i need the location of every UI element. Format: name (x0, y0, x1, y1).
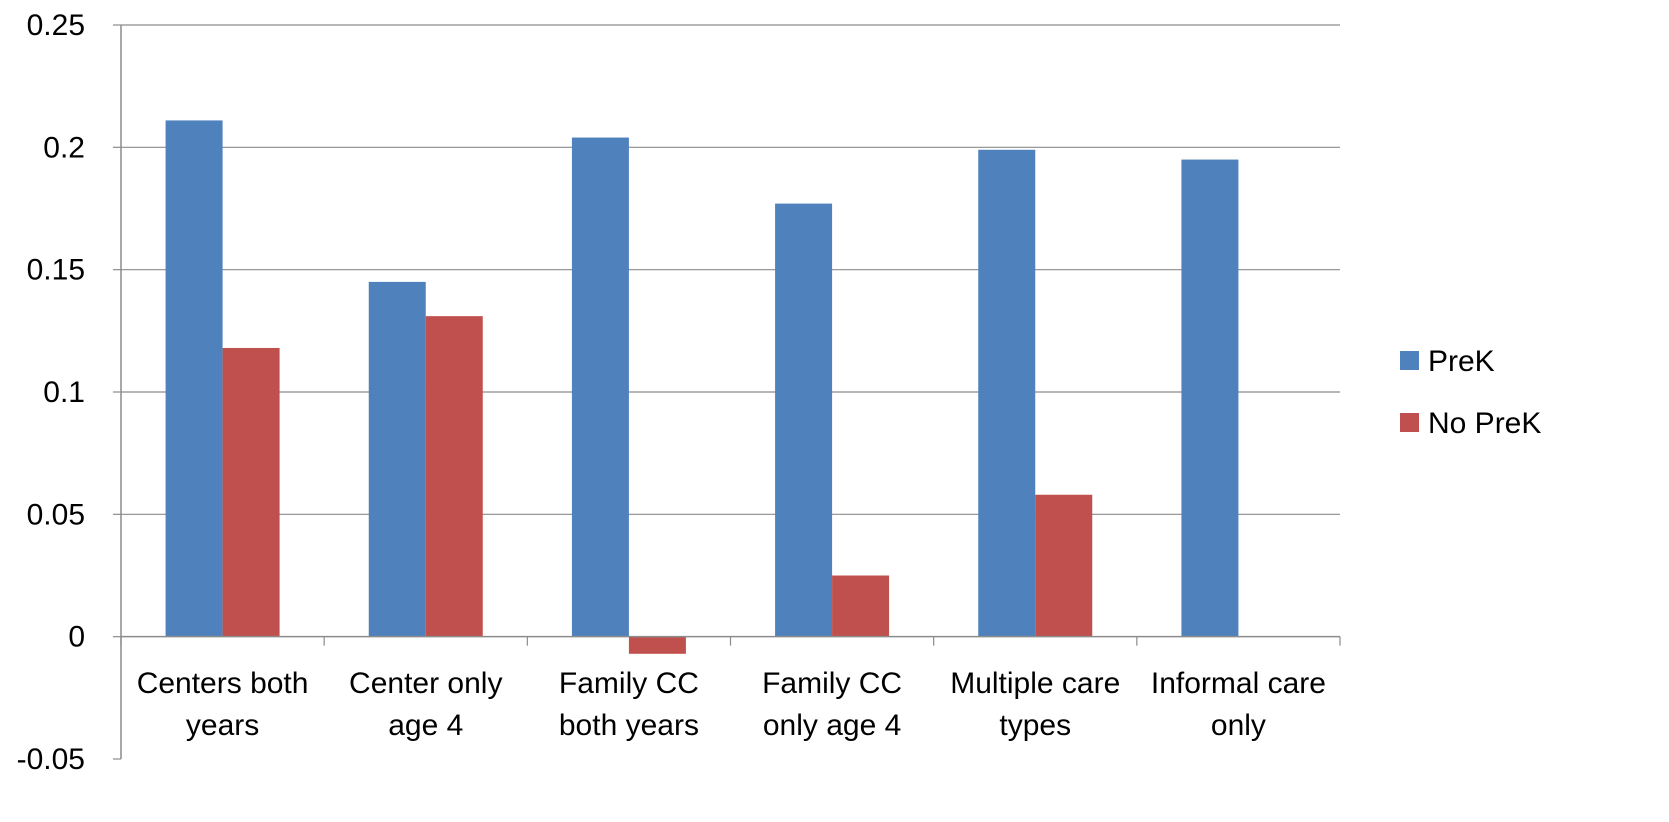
category-label: Multiple care types (950, 667, 1120, 742)
y-tick-label: 0.05 (27, 498, 85, 531)
y-tick-label: 0.1 (43, 376, 85, 409)
bar-no-prek (1035, 494, 1093, 637)
bar-no-prek (628, 636, 686, 654)
y-tick-label: 0 (68, 621, 85, 654)
y-tick-label: 0.25 (27, 9, 85, 42)
legend-label: No PreK (1428, 407, 1541, 440)
bar-prek (165, 120, 223, 637)
legend: PreK No PreK (1400, 345, 1541, 440)
bar-no-prek (222, 347, 280, 637)
bar-prek (978, 149, 1036, 637)
legend-label: PreK (1428, 345, 1495, 378)
category-labels: Centers both years Center only age 4 Family … (137, 667, 1326, 742)
category-label: Centers both years (137, 667, 309, 742)
bar-prek (368, 281, 426, 637)
axes (113, 24, 1341, 760)
y-tick-label: 0.15 (27, 254, 85, 287)
bar-no-prek (425, 316, 483, 637)
category-label: Family CC both years (559, 667, 699, 742)
bars (165, 120, 1239, 654)
bar-no-prek (832, 575, 890, 637)
category-label: Center only age 4 (349, 667, 502, 742)
category-label: Informal care only (1151, 667, 1326, 742)
bar-prek (775, 203, 833, 637)
legend-swatch (1400, 351, 1419, 370)
y-tick-label: -0.05 (17, 743, 85, 776)
bar-prek (1181, 159, 1239, 637)
y-tick-labels: -0.05 0 0.05 0.1 0.15 0.2 0.25 (17, 9, 85, 776)
bar-prek (571, 137, 629, 637)
y-tick-label: 0.2 (43, 131, 85, 164)
gridlines (121, 24, 1340, 515)
category-label: Family CC only age 4 (762, 667, 902, 742)
legend-swatch (1400, 413, 1419, 432)
